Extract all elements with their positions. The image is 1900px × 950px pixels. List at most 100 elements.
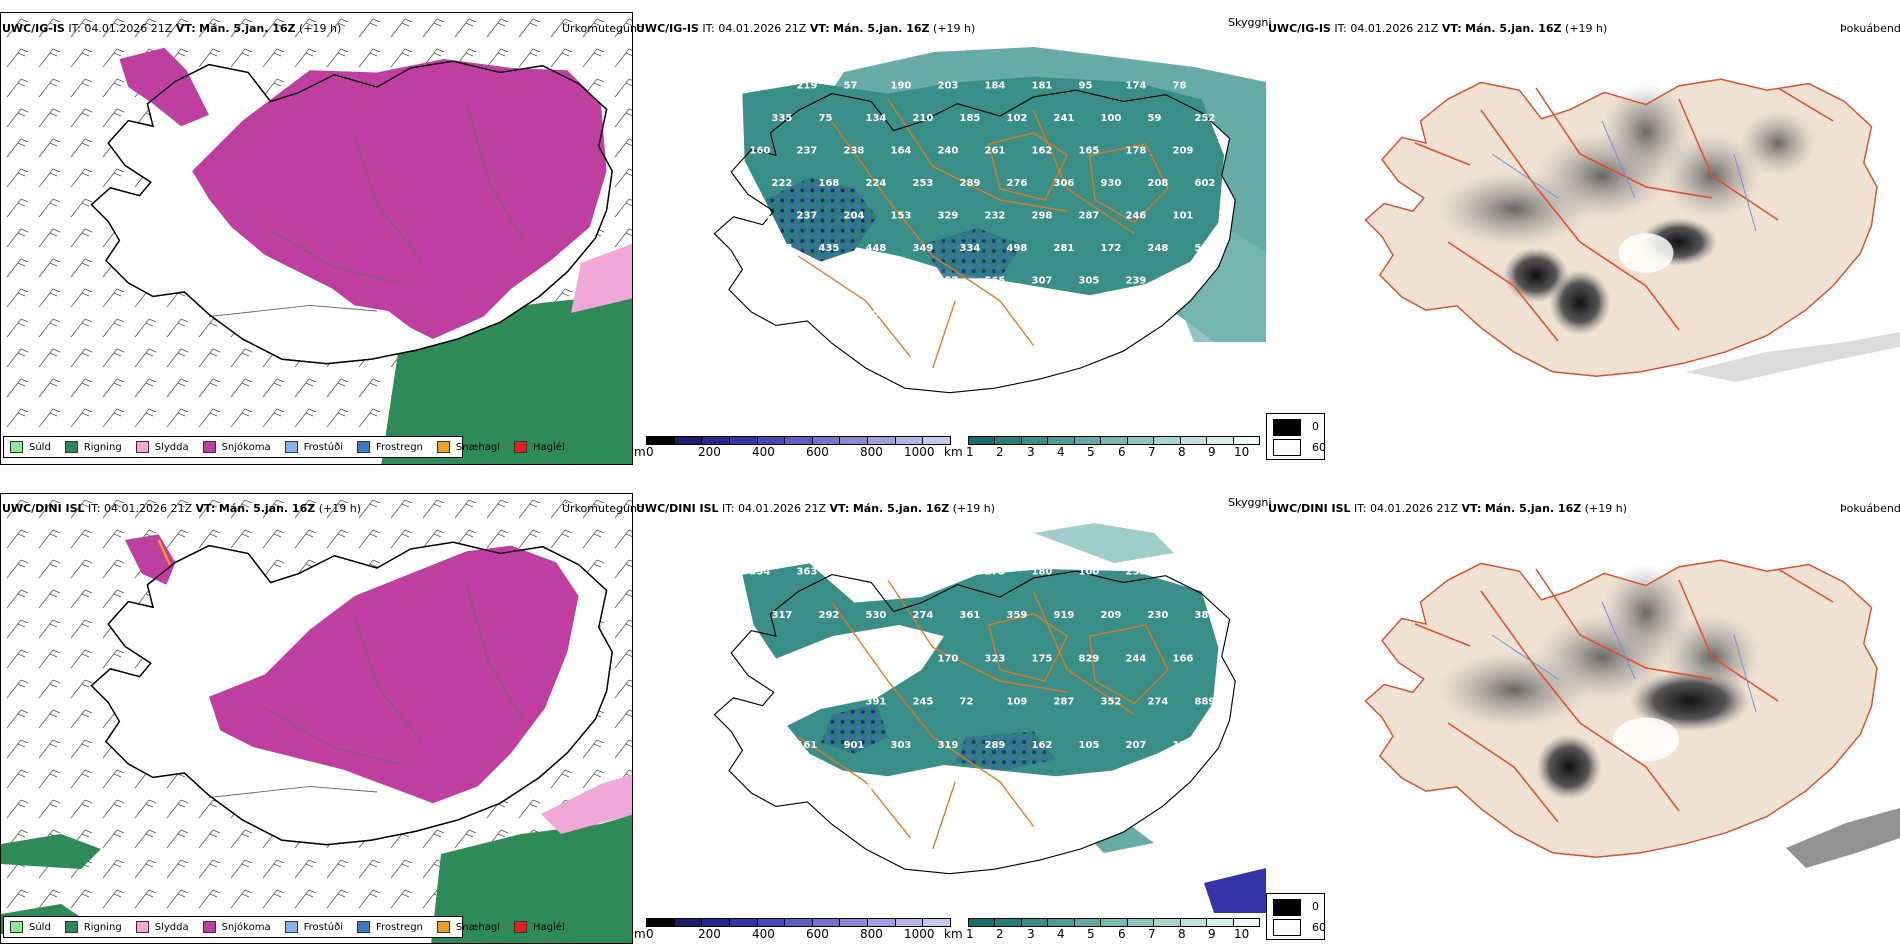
cloud-base-value: 306 — [1054, 178, 1075, 189]
colorbar-segment — [1048, 919, 1075, 926]
cloud-base-value: 160 — [750, 145, 771, 156]
cloud-base-value: 209 — [1173, 145, 1194, 156]
cloud-base-value: 158 — [866, 308, 887, 319]
cloud-base-value: 810 — [797, 275, 818, 286]
cloud-base-value: 269 — [891, 653, 912, 664]
colorbar-segment — [674, 437, 703, 444]
fog-map-panel-row2 — [1266, 493, 1900, 893]
header-row1-cloud: UWC/IG-IS IT: 04.01.2026 21Z VT: Mán. 5.… — [636, 22, 976, 35]
cloud-base-value: 57 — [844, 80, 858, 91]
cloud-base-value: 281 — [1054, 243, 1075, 254]
cloud-base-value: 315 — [750, 80, 771, 91]
cloud-base-value: 435 — [819, 243, 840, 254]
cloud-base-value: 95 — [1079, 80, 1093, 91]
colorbar-segment — [995, 437, 1022, 444]
cloud-base-value: 178 — [1126, 145, 1147, 156]
cloud-base-value: 246 — [1126, 210, 1147, 221]
cloud-base-value: 602 — [1195, 178, 1216, 189]
colorbar-segment — [969, 437, 996, 444]
cloud-base-value: 248 — [1148, 243, 1169, 254]
cloud-base-value: 244 — [1126, 653, 1147, 664]
cloud-base-value: 289 — [960, 178, 981, 189]
header-row2-cloud: UWC/DINI ISL IT: 04.01.2026 21Z VT: Mán.… — [636, 502, 995, 515]
fog-legend-row1: 0 60 — [1266, 413, 1326, 460]
colorbar-segment — [1207, 437, 1234, 444]
cloud-base-value: 253 — [913, 178, 934, 189]
cloud-base-value: 163 — [819, 308, 840, 319]
cloud-base-value: 357 — [866, 783, 887, 794]
header-row1-precip: UWC/IG-IS IT: 04.01.2026 21Z VT: Mán. 5.… — [2, 22, 342, 35]
visibility-colorbar-row1: km 1 2 3 4 5 6 7 8 9 10 — [944, 436, 1264, 460]
cloud-base-value: 366 — [844, 275, 865, 286]
cloud-base-value: 323 — [985, 653, 1006, 664]
cloud-base-value: 381 — [1195, 610, 1216, 621]
fog-title-row2: Þokuábendi — [1840, 502, 1900, 515]
cloud-base-value: 239 — [1126, 567, 1147, 578]
cloud-base-value: 237 — [797, 210, 818, 221]
header-row1-fog: UWC/IG-IS IT: 04.01.2026 21Z VT: Mán. 5.… — [1268, 22, 1608, 35]
cloud-base-value: 292 — [819, 610, 840, 621]
colorbar-segment — [1233, 437, 1259, 444]
colorbar-segment — [729, 919, 758, 926]
cloud-base-value: 359 — [1007, 610, 1028, 621]
cloud-base-value: 109 — [1007, 697, 1028, 708]
cloud-base-value: 184 — [985, 80, 1006, 91]
cloud-base-value: 130 — [1101, 783, 1122, 794]
cloud-base-value: 128 — [772, 243, 793, 254]
cloud-map-panel-row2: 354 363 52 653 286 275 180 100 239 171 317 292 530 27… — [634, 493, 1266, 913]
cloud-base-value: 208 — [1148, 178, 1169, 189]
cloud-base-value: 363 — [797, 567, 818, 578]
cloud-base-value: 162 — [1032, 740, 1053, 751]
cloud-base-value: 287 — [1079, 210, 1100, 221]
cloud-base-value: 219 — [797, 80, 818, 91]
cloud-base-value: 90 — [772, 783, 786, 794]
cloud-values-row2: 354 363 52 653 286 275 180 100 239 171 317 292 530 27… — [750, 567, 1216, 795]
colorbar-segment — [840, 437, 869, 444]
fog-title-row1: Þokuábendi — [1840, 22, 1900, 35]
cloud-base-value: 18 — [819, 783, 833, 794]
cloud-base-value: 207 — [1126, 740, 1147, 751]
cloud-title-row2: Skyggni — [1228, 496, 1272, 509]
cloud-base-value: 530 — [866, 610, 887, 621]
cloud-base-value: 919 — [1054, 610, 1075, 621]
cloud-base-value: 181 — [1032, 80, 1053, 91]
cloud-base-value: 190 — [891, 80, 912, 91]
height-colorbar-row2: m 0 200 400 600 800 1000 — [634, 918, 951, 942]
colorbar-segment — [923, 919, 951, 926]
cloud-base-value: 164 — [891, 145, 912, 156]
cloud-base-value: 172 — [1101, 243, 1122, 254]
cloud-base-value: 448 — [866, 243, 887, 254]
cloud-base-value: 509 — [1195, 243, 1216, 254]
cloud-base-value: 13 — [1173, 740, 1187, 751]
colorbar-segment — [729, 437, 758, 444]
cloud-base-value: 806 — [819, 697, 840, 708]
cloud-base-value: 334 — [960, 243, 981, 254]
cloud-base-value: 222 — [772, 178, 793, 189]
precip-legend-row2: Súld Rigning Slydda Snjókoma Frostúði Fr… — [3, 916, 565, 938]
cloud-base-value: 150 — [772, 308, 793, 319]
cloud-base-value: 171 — [1173, 567, 1194, 578]
header-row2-fog: UWC/DINI ISL IT: 04.01.2026 21Z VT: Mán.… — [1268, 502, 1627, 515]
colorbar-segment — [868, 919, 896, 926]
cloud-base-value: 52 — [844, 567, 858, 578]
cloud-base-value: 307 — [1032, 275, 1053, 286]
cloud-base-value: 360 — [750, 653, 771, 664]
cloud-base-value: 930 — [1101, 178, 1122, 189]
cloud-base-value: 139 — [1007, 783, 1028, 794]
cloud-base-value: 889 — [1195, 697, 1216, 708]
cloud-base-value: 185 — [960, 113, 981, 124]
cloud-base-value: 170 — [938, 653, 959, 664]
cloud-base-value: 498 — [1007, 243, 1028, 254]
cloud-base-value: 13 — [913, 783, 927, 794]
header-row2-precip: UWC/DINI ISL IT: 04.01.2026 21Z VT: Mán.… — [2, 502, 361, 515]
cloud-base-value: 261 — [985, 145, 1006, 156]
cloud-base-value: 134 — [866, 113, 887, 124]
colorbar-segment — [1154, 919, 1181, 926]
cloud-base-value: 230 — [1148, 610, 1169, 621]
cloud-base-value: 96 — [1054, 783, 1068, 794]
precip-title-row2: Úrkomutegund — [562, 502, 644, 515]
cloud-base-value: 174 — [1126, 80, 1147, 91]
colorbar-segment — [969, 919, 996, 926]
cloud-base-value: 274 — [913, 610, 934, 621]
colorbar-segment — [647, 437, 675, 444]
